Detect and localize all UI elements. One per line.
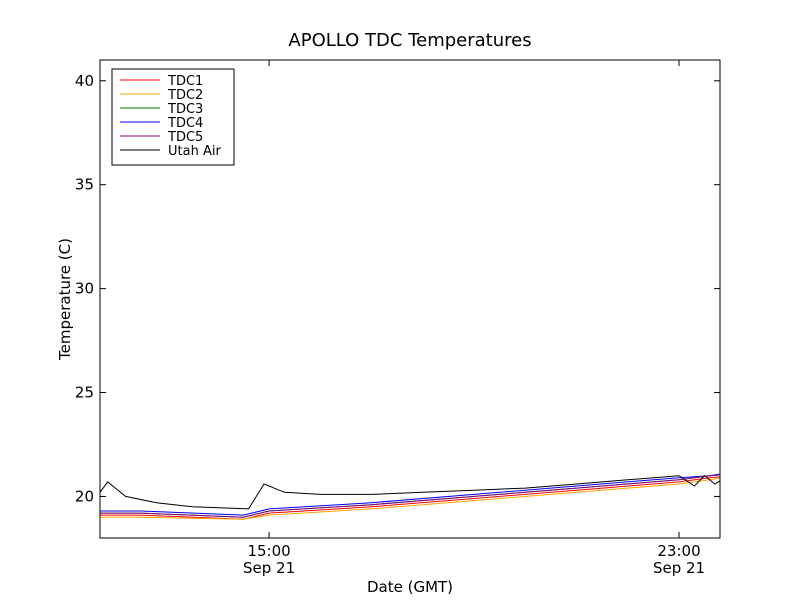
series-line-utah-air (100, 475, 720, 510)
legend-label: Utah Air (168, 144, 221, 159)
series-line-tdc1 (100, 476, 720, 520)
y-tick-label: 25 (75, 384, 94, 402)
x-tick-date-label: Sep 21 (243, 559, 295, 577)
legend-label: TDC5 (167, 130, 203, 145)
y-axis-label: Temperature (C) (56, 238, 74, 361)
series-line-tdc4 (100, 473, 720, 516)
series-line-tdc5 (100, 474, 720, 518)
chart-title: APOLLO TDC Temperatures (288, 30, 531, 51)
x-tick-date-label: Sep 21 (653, 559, 705, 577)
axes-frame (99, 59, 721, 539)
series-line-tdc2 (100, 477, 720, 520)
y-tick-label: 35 (75, 176, 94, 194)
x-axis-label: Date (GMT) (367, 578, 453, 596)
x-tick-label: 15:00 (247, 542, 290, 560)
y-tick-label: 20 (75, 487, 94, 505)
series-line-tdc3 (100, 474, 720, 518)
plot-area (100, 473, 720, 520)
legend-box (111, 68, 235, 166)
legend-label: TDC2 (167, 88, 203, 103)
y-tick-label: 40 (75, 72, 94, 90)
y-tick-label: 30 (75, 280, 94, 298)
legend-label: TDC1 (167, 74, 203, 89)
legend-label: TDC3 (167, 102, 203, 117)
legend-label: TDC4 (167, 116, 203, 131)
x-tick-label: 23:00 (657, 542, 700, 560)
